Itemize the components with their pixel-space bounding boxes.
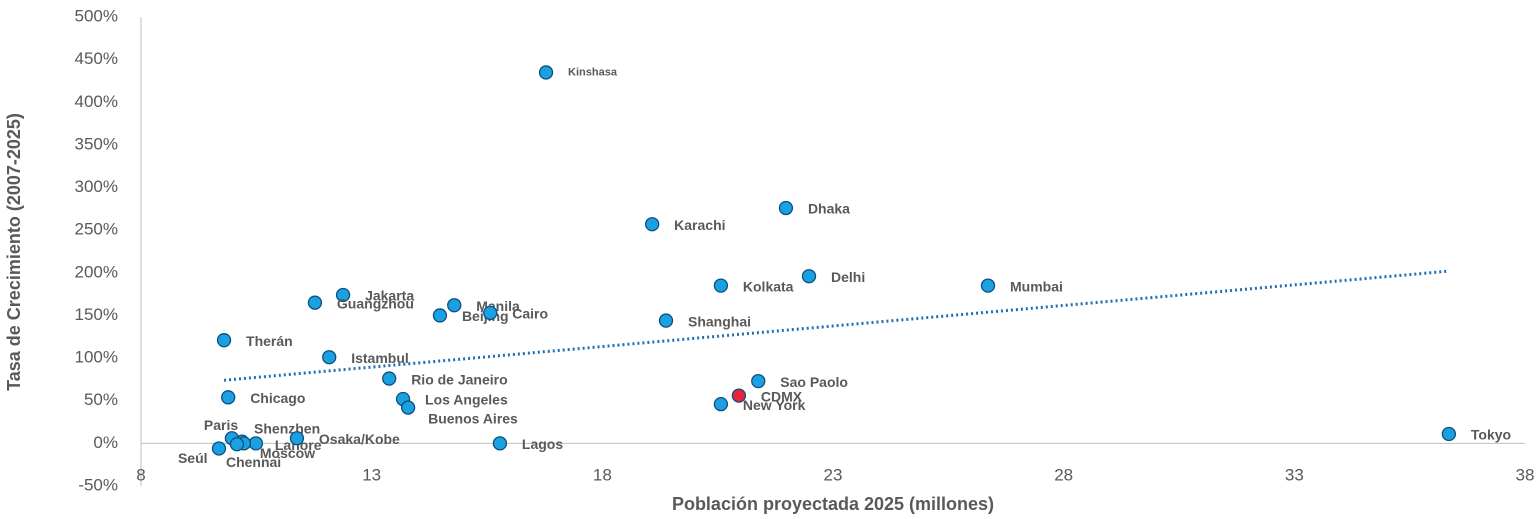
- point-label: Chicago: [250, 390, 305, 406]
- point: [645, 217, 660, 232]
- point: [400, 400, 416, 415]
- point-label: Moscow: [260, 445, 315, 461]
- point-label: Delhi: [831, 269, 865, 285]
- y-tick-label: 50%: [84, 390, 118, 409]
- y-tick-label: 300%: [75, 177, 118, 196]
- point-label: Buenos Aires: [428, 410, 518, 426]
- point-label: Therán: [246, 333, 293, 349]
- x-tick-label: 18: [593, 465, 612, 484]
- point-label: Seúl: [178, 450, 208, 466]
- point: [778, 200, 794, 216]
- point-label: Osaka/Kobe: [319, 431, 400, 447]
- y-tick-label: 0%: [93, 433, 118, 452]
- point: [335, 287, 351, 303]
- point: [432, 308, 448, 323]
- point: [211, 441, 227, 456]
- point-label: Sao Paolo: [780, 374, 848, 390]
- y-tick-label: 350%: [75, 134, 118, 153]
- point-label: Shanghai: [688, 313, 751, 329]
- point-label: Guangzhou: [337, 295, 414, 311]
- point: [322, 350, 337, 365]
- point: [801, 269, 817, 284]
- point: [731, 388, 747, 403]
- x-tick-label: 13: [362, 465, 381, 484]
- point: [980, 278, 996, 293]
- point-label: Dhaka: [808, 201, 850, 217]
- point-label: Paris: [204, 417, 238, 433]
- x-axis-title: Población proyectada 2025 (millones): [672, 494, 994, 514]
- x-tick-label: 8: [136, 465, 145, 484]
- y-tick-label: 150%: [75, 305, 118, 324]
- x-tick-label: 38: [1516, 465, 1535, 484]
- point-label: New York: [743, 397, 806, 413]
- point-label: Mumbai: [1010, 278, 1063, 294]
- point: [1441, 426, 1457, 442]
- point: [221, 390, 236, 405]
- point: [658, 313, 674, 328]
- point: [229, 437, 245, 452]
- x-tick-label: 23: [824, 465, 843, 484]
- point-label: CDMX: [761, 388, 803, 404]
- point: [751, 373, 766, 389]
- point-label: Karachi: [674, 217, 725, 233]
- y-tick-label: 500%: [75, 6, 118, 25]
- point: [713, 278, 729, 293]
- point-label: Jakarta: [365, 288, 414, 304]
- point-label: Chennai: [226, 454, 281, 470]
- point: [289, 431, 305, 446]
- y-tick-label: 250%: [75, 220, 118, 239]
- point-label: Lagos: [522, 436, 563, 452]
- point: [713, 396, 729, 412]
- point-label: Tokyo: [1471, 427, 1511, 443]
- point-label: Shenzhen: [254, 420, 320, 436]
- point: [307, 295, 323, 310]
- point: [216, 333, 232, 348]
- point: [538, 65, 554, 80]
- point-label: Rio de Janeiro: [411, 371, 507, 387]
- point: [492, 436, 508, 451]
- y-tick-label: 400%: [75, 92, 118, 111]
- point-label: Istambul: [351, 350, 409, 366]
- y-axis-title: Tasa de Crecimiento (2007-2025): [4, 113, 24, 391]
- point: [382, 371, 397, 386]
- x-tick-label: 28: [1054, 465, 1073, 484]
- point-label: Los Angeles: [425, 392, 508, 408]
- y-tick-label: 450%: [75, 49, 118, 68]
- y-tick-label: -50%: [78, 475, 118, 494]
- y-tick-label: 100%: [75, 348, 118, 367]
- point-label: Kinshasa: [568, 66, 618, 78]
- point: [447, 298, 462, 313]
- x-tick-label: 33: [1285, 465, 1304, 484]
- y-tick-label: 200%: [75, 262, 118, 281]
- point-label: Kolkata: [743, 278, 794, 294]
- point: [483, 305, 498, 321]
- point-label: Cairo: [512, 306, 548, 322]
